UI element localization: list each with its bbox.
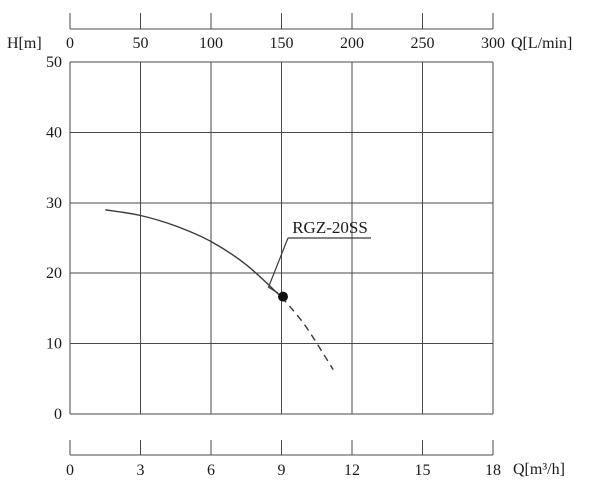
bottom-axis-tick-label: 12 — [344, 462, 360, 479]
bottom-axis-tick-label: 9 — [278, 462, 286, 479]
y-axis-tick-label: 0 — [54, 406, 62, 423]
y-axis-tick-label: 50 — [46, 54, 62, 71]
bottom-axis-tick-label: 0 — [66, 462, 74, 479]
top-axis-title: Q[L/min] — [511, 35, 572, 52]
top-axis-tick-label: 300 — [481, 35, 505, 52]
top-axis-tick-label: 50 — [133, 35, 149, 52]
top-axis-tick-label: 150 — [270, 35, 294, 52]
top-axis-tick-label: 200 — [340, 35, 364, 52]
top-axis-tick-label: 250 — [411, 35, 435, 52]
y-axis-title: H[m] — [7, 35, 42, 52]
bottom-axis-title: Q[m³/h] — [513, 461, 565, 478]
grid — [69, 61, 494, 415]
duty-point-marker — [278, 291, 288, 302]
pump-curve-dashed — [280, 296, 334, 370]
pump-curve-solid — [105, 209, 282, 298]
y-axis-tick-label: 40 — [46, 124, 62, 141]
bottom-axis-tick-label: 15 — [415, 462, 431, 479]
bottom-axis-tick-label: 3 — [137, 462, 145, 479]
annotation-leader — [267, 237, 371, 294]
bottom-axis-tick-label: 6 — [207, 462, 215, 479]
annotation-leader-line — [267, 237, 289, 294]
curve-label: RGZ-20SS — [292, 218, 368, 237]
y-axis-tick-label: 10 — [46, 336, 62, 353]
y-axis-tick-label: 30 — [46, 195, 62, 212]
top-axis-tick-label: 0 — [66, 35, 74, 52]
curve-series — [105, 209, 334, 370]
bottom-axis-tick-label: 18 — [485, 462, 501, 479]
top-axis-tick-label: 100 — [199, 35, 223, 52]
y-axis-tick-label: 20 — [46, 265, 62, 282]
